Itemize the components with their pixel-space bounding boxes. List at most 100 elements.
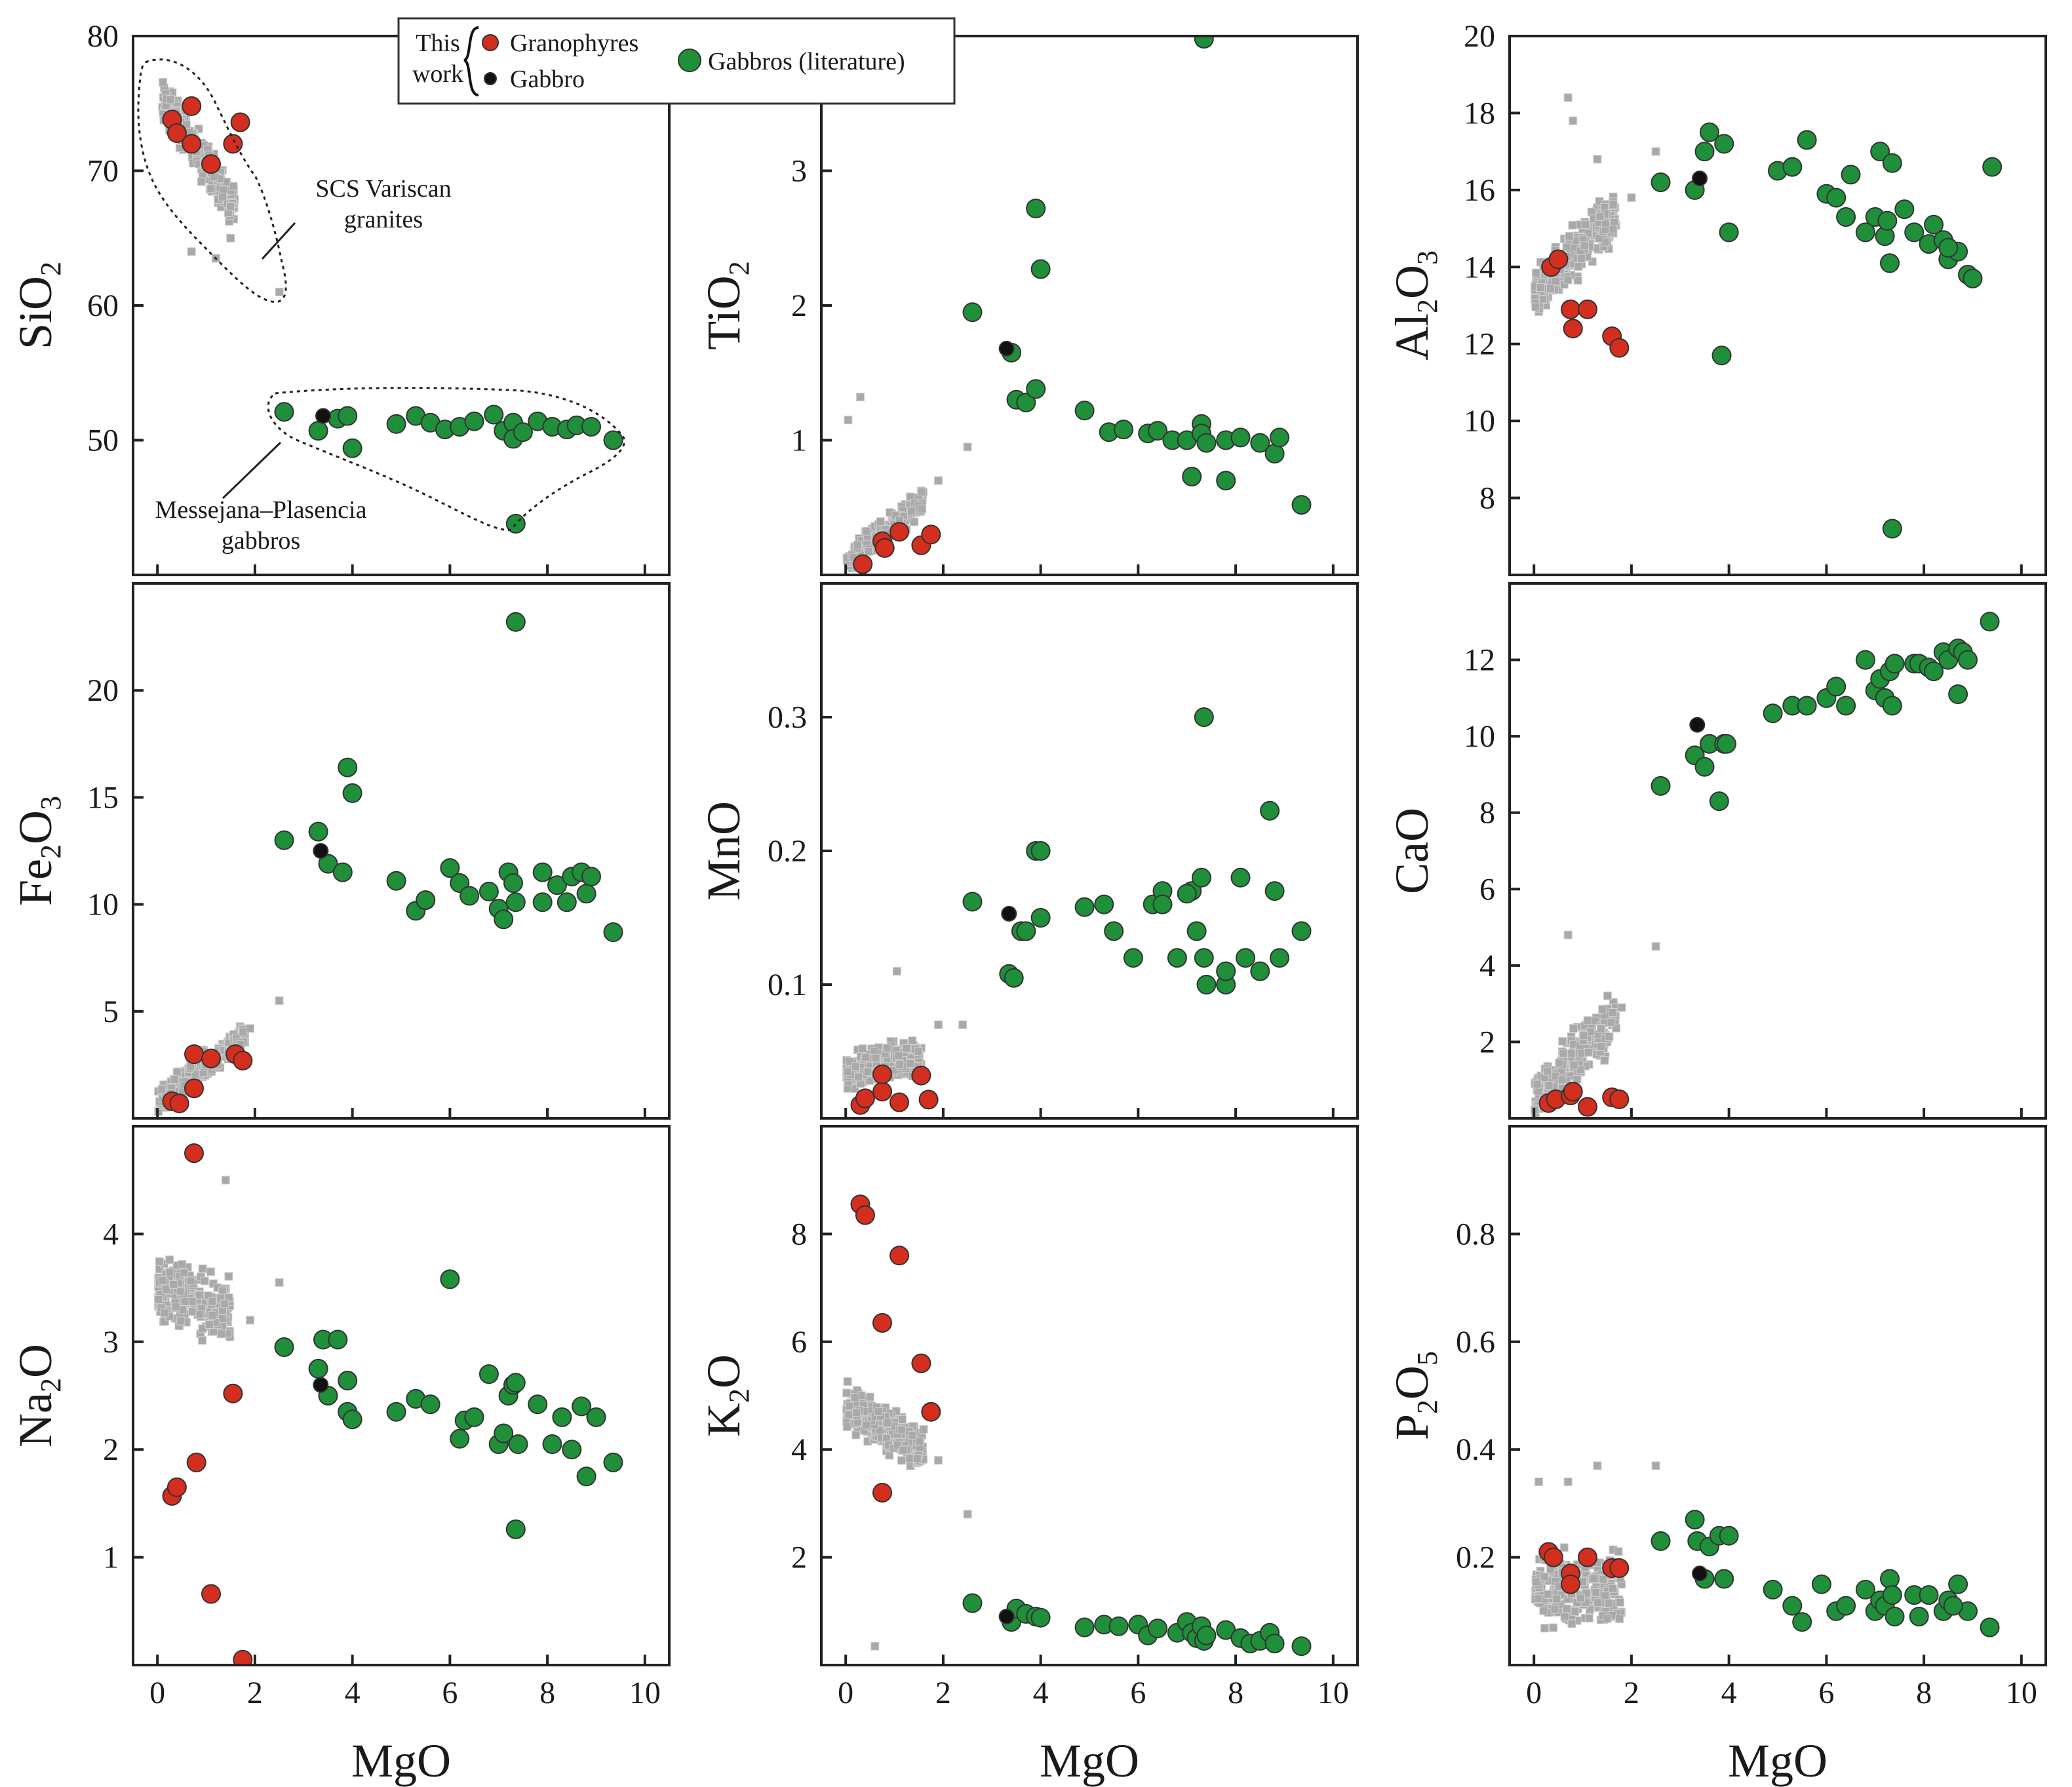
data-point	[855, 1088, 875, 1109]
data-point	[1030, 908, 1051, 928]
granite-marker	[1560, 1613, 1569, 1622]
data-point	[1216, 471, 1236, 491]
y-tick-label: 8	[1479, 481, 1495, 516]
data-point	[505, 612, 526, 632]
granite-marker	[198, 1336, 207, 1345]
data-point	[1982, 157, 2003, 177]
granite-marker	[210, 172, 218, 182]
data-point	[1855, 650, 1875, 670]
data-point	[1885, 654, 1905, 674]
data-point	[338, 1371, 358, 1390]
data-point	[921, 524, 941, 545]
granite-marker	[882, 1044, 891, 1053]
data-point	[1561, 1574, 1580, 1594]
data-point	[484, 404, 504, 425]
data-point	[494, 909, 514, 930]
granite-marker	[1600, 1056, 1609, 1065]
data-point	[1004, 968, 1024, 988]
cao-granite-cloud	[1531, 930, 1660, 1118]
data-point	[562, 1440, 582, 1460]
x-tick-label: 6	[1130, 1676, 1146, 1710]
data-point	[450, 1428, 470, 1449]
granite-marker	[180, 1268, 189, 1278]
granite-marker	[851, 1062, 860, 1071]
data-point	[528, 1394, 548, 1415]
data-point	[274, 1337, 294, 1357]
granite-marker	[843, 1377, 852, 1386]
na2o-series-gabbro	[313, 1377, 329, 1393]
granite-marker	[1615, 1598, 1624, 1607]
data-point	[872, 1082, 892, 1102]
data-point	[464, 411, 484, 431]
data-point	[557, 892, 577, 913]
data-point	[184, 1044, 204, 1065]
granite-marker	[906, 1059, 915, 1068]
mno-plot-frame	[820, 582, 1359, 1120]
cao-series-granophyres	[1538, 1082, 1630, 1117]
data-point	[479, 882, 499, 901]
data-point	[1909, 1607, 1929, 1626]
data-point	[1797, 130, 1817, 150]
k2o-granite-cloud	[842, 1377, 972, 1651]
granite-marker	[157, 1085, 166, 1094]
granite-marker	[1599, 1575, 1608, 1584]
granite-marker	[218, 192, 227, 201]
granite-marker	[1580, 241, 1589, 250]
y-tick-label: 20	[87, 673, 119, 708]
y-tick-label: 2	[103, 1432, 119, 1467]
granite-marker	[195, 1310, 205, 1319]
granite-marker	[275, 287, 284, 296]
granite-marker	[1533, 1080, 1542, 1089]
tio2-granite-cloud	[842, 393, 972, 572]
granite-marker	[224, 1272, 233, 1281]
mno-series-gabbro	[1001, 905, 1017, 922]
data-point	[1938, 237, 1959, 258]
data-point	[532, 892, 553, 913]
y-tick-label: 70	[87, 154, 119, 189]
data-point	[1016, 393, 1036, 412]
data-point	[1177, 884, 1197, 904]
data-point	[1811, 1574, 1831, 1594]
panel-sio2: 50 60 70 80 SiO2​	[9, 19, 671, 576]
fe2o3-series-granophyres	[162, 1044, 253, 1114]
data-point	[586, 1407, 606, 1427]
data-point	[459, 886, 480, 906]
data-point	[1001, 905, 1017, 922]
data-point	[1074, 897, 1095, 917]
data-point	[911, 1353, 931, 1373]
x-tick-label: 0	[838, 1676, 853, 1710]
panel-al2o3: 8 10 12 14 16 18 20 Al2​O3​	[1386, 19, 2047, 576]
granite-marker	[958, 1020, 968, 1029]
tio2-y-axis-label: TiO2​	[697, 261, 755, 349]
data-point	[308, 821, 328, 842]
granite-marker	[1593, 1598, 1603, 1607]
panel-tio2: 1 2 3 TiO2​	[697, 35, 1359, 576]
data-point	[1882, 153, 1902, 173]
data-point	[1711, 345, 1732, 366]
granite-marker	[186, 1276, 195, 1286]
data-point	[1714, 134, 1734, 154]
y-tick-label: 4	[103, 1217, 119, 1251]
data-point	[1980, 1617, 2000, 1638]
y-tick-label: 0.8	[1456, 1217, 1495, 1251]
granite-marker	[934, 476, 943, 485]
data-point	[1609, 1089, 1630, 1109]
granite-marker	[1605, 1599, 1614, 1608]
granite-marker	[165, 1268, 174, 1277]
al2o3-series-granophyres	[1541, 249, 1630, 358]
data-point	[1250, 433, 1270, 453]
data-point	[1694, 142, 1715, 162]
data-point	[223, 134, 243, 154]
data-point	[1836, 207, 1856, 227]
sio2-plot-frame	[132, 35, 671, 576]
granite-marker	[1551, 277, 1560, 286]
al2o3-series-gabbro	[1692, 170, 1708, 187]
granite-marker	[905, 1454, 914, 1463]
y-tick-label: 0.3	[768, 700, 807, 735]
data-point	[308, 1358, 328, 1379]
granite-marker	[842, 1388, 851, 1398]
data-point	[1578, 299, 1597, 319]
granite-marker	[171, 1303, 180, 1312]
data-point	[233, 1649, 253, 1665]
p2o5-series-gabbro	[1692, 1565, 1708, 1582]
